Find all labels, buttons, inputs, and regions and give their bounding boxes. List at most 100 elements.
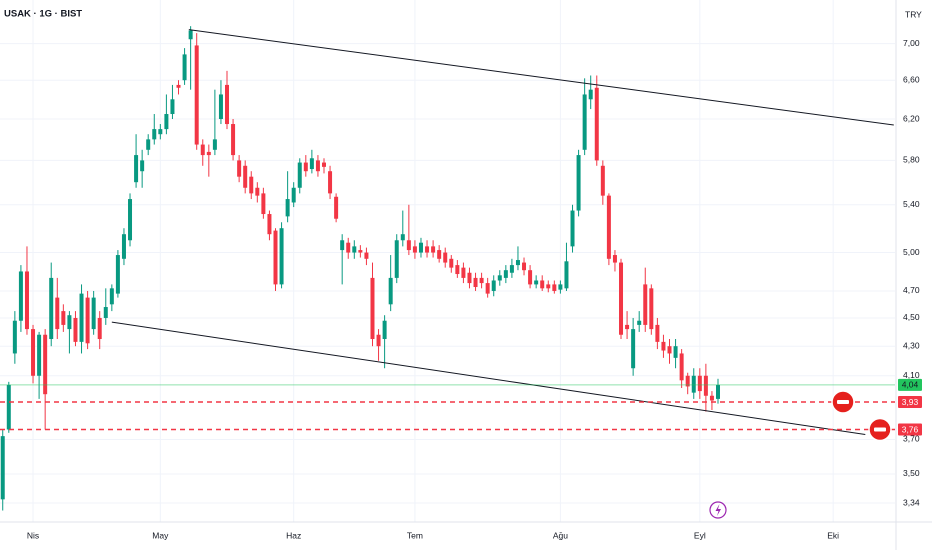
price-tag-label: 3,76 bbox=[902, 424, 919, 434]
candle-body bbox=[661, 341, 666, 351]
candle-body bbox=[491, 280, 496, 291]
candles bbox=[0, 26, 721, 511]
candle-body bbox=[522, 262, 527, 271]
candle-body bbox=[697, 375, 702, 392]
candle-body bbox=[6, 384, 11, 430]
candle-body bbox=[418, 242, 423, 253]
candle-body bbox=[406, 240, 411, 251]
y-tick-label: 6,20 bbox=[903, 113, 920, 123]
candle-body bbox=[188, 30, 193, 40]
candle-body bbox=[388, 277, 393, 305]
candle-body bbox=[479, 277, 484, 284]
candle-body bbox=[564, 261, 569, 289]
x-tick-label: Tem bbox=[407, 530, 423, 540]
alert-icon[interactable] bbox=[831, 390, 855, 414]
x-tick-label: Ağu bbox=[553, 530, 568, 540]
chart-title: USAK · 1G · BIST bbox=[4, 9, 82, 20]
candle-body bbox=[691, 375, 696, 393]
candle-body bbox=[467, 272, 472, 284]
candle-body bbox=[437, 250, 442, 259]
price-tag-label: 3,93 bbox=[902, 397, 919, 407]
candle-body bbox=[528, 270, 533, 285]
candle-body bbox=[85, 297, 90, 344]
candle-body bbox=[382, 320, 387, 340]
candle-body bbox=[455, 265, 460, 275]
candle-body bbox=[267, 214, 272, 235]
candle-body bbox=[370, 277, 375, 340]
candle-body bbox=[643, 284, 648, 325]
candle-body bbox=[140, 160, 145, 172]
y-tick-label: 4,70 bbox=[903, 285, 920, 295]
candle-body bbox=[231, 124, 236, 156]
candle-body bbox=[546, 284, 551, 289]
candle-body bbox=[376, 334, 381, 347]
x-tick-label: Eki bbox=[827, 530, 839, 540]
y-tick-label: 4,50 bbox=[903, 312, 920, 322]
candle-body bbox=[364, 252, 369, 259]
candle-body bbox=[400, 234, 405, 241]
candle-body bbox=[619, 262, 624, 335]
candle-body bbox=[552, 284, 557, 291]
alert-bar bbox=[837, 400, 849, 405]
candle-body bbox=[200, 144, 205, 156]
candle-body bbox=[182, 54, 187, 81]
candle-body bbox=[109, 288, 114, 305]
y-tick-label: 6,60 bbox=[903, 74, 920, 84]
grid bbox=[0, 0, 895, 522]
candle-body bbox=[146, 139, 151, 150]
price-tag bbox=[898, 378, 922, 391]
candle-body bbox=[685, 375, 690, 387]
candle-body bbox=[103, 307, 108, 318]
currency-label: TRY bbox=[905, 9, 922, 19]
candle-body bbox=[534, 280, 539, 285]
candle-body bbox=[443, 252, 448, 263]
candle-body bbox=[237, 160, 242, 177]
trendline bbox=[188, 29, 894, 126]
candle-body bbox=[582, 94, 587, 150]
candle-body bbox=[321, 162, 326, 167]
candle-body bbox=[61, 311, 66, 325]
candle-body bbox=[431, 246, 436, 253]
candle-body bbox=[303, 162, 308, 172]
candle-body bbox=[97, 317, 102, 340]
lightning-icon[interactable] bbox=[709, 501, 727, 519]
candle-body bbox=[449, 258, 454, 268]
candle-body bbox=[128, 199, 133, 241]
alert-icon[interactable] bbox=[868, 417, 892, 442]
candle-body bbox=[600, 165, 605, 196]
candle-body bbox=[576, 155, 581, 211]
candle-body bbox=[315, 160, 320, 172]
y-tick-label: 3,70 bbox=[903, 434, 920, 444]
candle-body bbox=[328, 171, 333, 194]
candle-body bbox=[509, 265, 514, 273]
candle-body bbox=[24, 271, 29, 330]
candle-body bbox=[473, 277, 478, 288]
price-tag bbox=[898, 423, 922, 436]
y-tick-label: 7,00 bbox=[903, 38, 920, 48]
candle-body bbox=[606, 195, 611, 259]
candle-body bbox=[49, 277, 54, 340]
candle-body bbox=[91, 297, 96, 330]
candle-body bbox=[158, 129, 163, 135]
candle-body bbox=[67, 315, 72, 330]
candle-body bbox=[673, 346, 678, 358]
y-tick-label: 3,34 bbox=[903, 497, 920, 507]
candle-body bbox=[73, 317, 78, 342]
candle-body bbox=[709, 395, 714, 401]
candle-body bbox=[637, 320, 642, 325]
y-tick-label: 3,50 bbox=[903, 468, 920, 478]
candle-body bbox=[679, 353, 684, 381]
candle-body bbox=[255, 187, 260, 196]
candle-body bbox=[291, 187, 296, 203]
candle-body bbox=[309, 158, 314, 170]
candle-body bbox=[394, 240, 399, 278]
candle-body bbox=[43, 334, 48, 395]
x-tick-label: May bbox=[152, 530, 169, 540]
candle-body bbox=[716, 384, 721, 399]
candle-body bbox=[279, 228, 284, 285]
candle-body bbox=[655, 324, 660, 342]
candle-body bbox=[594, 87, 599, 161]
candle-body bbox=[515, 260, 520, 266]
